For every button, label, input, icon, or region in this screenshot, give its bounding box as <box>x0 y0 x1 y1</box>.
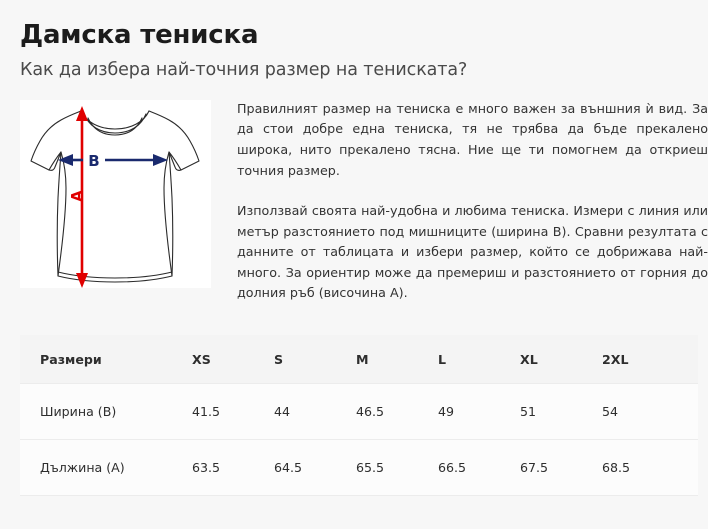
intro-section: A B Правилният размер на тениска е много… <box>20 99 708 310</box>
row-label-length: Дължина (A) <box>20 439 192 496</box>
page-header: Дамска тениска Как да избера най-точния … <box>20 0 688 82</box>
cell-width-xs: 41.5 <box>192 383 274 440</box>
cell-width-xl: 51 <box>520 383 602 440</box>
table-header-row: Размери XS S M L XL 2XL <box>20 335 698 384</box>
height-arrow-label: A <box>68 190 86 202</box>
intro-paragraph-1: Правилният размер на тениска е много важ… <box>237 100 708 178</box>
size-chart-body: Ширина (B) 41.5 44 46.5 49 51 54 Дължина… <box>20 383 698 496</box>
cell-length-s: 64.5 <box>274 439 356 496</box>
intro-text-block: Правилният размер на тениска е много важ… <box>237 99 708 304</box>
cell-width-2xl: 54 <box>602 383 698 440</box>
table-row: Дължина (A) 63.5 64.5 65.5 66.5 67.5 68.… <box>20 439 698 496</box>
size-chart-header: Размери XS S M L XL 2XL <box>20 335 698 384</box>
cell-length-l: 66.5 <box>438 439 520 496</box>
header-cell-xs: XS <box>192 335 274 384</box>
width-arrow-label: B <box>88 152 99 170</box>
cell-width-s: 44 <box>274 383 356 440</box>
header-cell-xl: XL <box>520 335 602 384</box>
header-cell-s: S <box>274 335 356 384</box>
cell-width-m: 46.5 <box>356 383 438 440</box>
height-arrow <box>76 105 88 288</box>
table-row: Ширина (B) 41.5 44 46.5 49 51 54 <box>20 383 698 440</box>
header-cell-sizes: Размери <box>20 335 192 384</box>
row-label-width: Ширина (B) <box>20 383 192 440</box>
width-arrow <box>58 153 168 166</box>
tshirt-measurement-figure: A B <box>20 99 211 288</box>
page-title: Дамска тениска <box>20 20 259 50</box>
page-subtitle: Как да избера най-точния размер на тенис… <box>20 59 468 80</box>
cell-length-m: 65.5 <box>356 439 438 496</box>
cell-length-2xl: 68.5 <box>602 439 698 496</box>
cell-length-xs: 63.5 <box>192 439 274 496</box>
header-cell-m: M <box>356 335 438 384</box>
header-cell-l: L <box>438 335 520 384</box>
header-cell-2xl: 2XL <box>602 335 698 384</box>
tshirt-diagram-icon: A B <box>30 105 200 288</box>
cell-width-l: 49 <box>438 383 520 440</box>
size-chart-table: Размери XS S M L XL 2XL Ширина (B) 41.5 … <box>20 335 698 496</box>
intro-paragraph-2: Използвай своята най-удобна и любима тен… <box>237 203 708 301</box>
cell-length-xl: 67.5 <box>520 439 602 496</box>
